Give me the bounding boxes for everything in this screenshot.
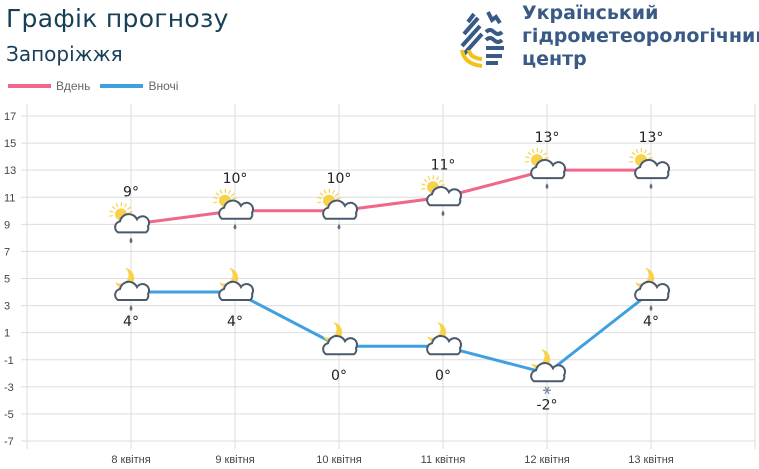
organization-name: Український гідрометеорологічний центр xyxy=(522,2,759,71)
y-tick-label: 9 xyxy=(4,219,10,231)
y-tick-label: 15 xyxy=(4,138,16,150)
temperature-label: 9° xyxy=(123,184,139,200)
org-line-1: Український xyxy=(522,2,659,24)
legend-day-label: Вдень xyxy=(56,79,91,93)
y-tick-label: -5 xyxy=(4,409,14,421)
y-tick-label: -7 xyxy=(4,436,14,448)
temperature-label: 0° xyxy=(331,368,347,384)
temperature-label: 4° xyxy=(227,314,243,330)
y-tick-label: 5 xyxy=(4,274,10,286)
y-tick-label: 13 xyxy=(4,165,16,177)
temperature-label: 10° xyxy=(223,171,248,187)
ukrhydromet-logo-icon xyxy=(460,11,504,68)
legend-day[interactable]: Вдень xyxy=(8,79,90,93)
y-tick-label: -3 xyxy=(4,382,14,394)
city-name: Запоріжжя xyxy=(6,42,123,66)
org-line-2: гідрометеорологічний xyxy=(522,25,759,47)
y-tick-label: 7 xyxy=(4,246,10,258)
series-line-night xyxy=(131,290,652,375)
legend-night-label: Вночі xyxy=(148,79,179,93)
y-tick-label: 17 xyxy=(4,111,16,123)
sun-cloud-rain-icon xyxy=(525,148,567,190)
temperature-label: 0° xyxy=(435,368,451,384)
sun-cloud-rain-icon xyxy=(213,188,255,230)
moon-cloud-rain-icon xyxy=(114,268,151,312)
sun-cloud-rain-icon xyxy=(629,148,671,190)
x-tick-label: 8 квітня xyxy=(111,454,150,466)
sun-cloud-rain-icon xyxy=(317,188,359,230)
chart-title: Графік прогнозу xyxy=(6,4,229,33)
legend-day-swatch xyxy=(8,84,51,88)
moon-cloud-icon xyxy=(426,322,463,356)
moon-cloud-icon xyxy=(218,268,255,302)
x-tick-label: 11 квітня xyxy=(421,454,466,466)
x-tick-label: 10 квітня xyxy=(316,454,362,466)
temperature-label: 13° xyxy=(535,130,560,146)
temperature-label: -2° xyxy=(537,397,558,413)
sun-cloud-rain-icon xyxy=(109,202,151,244)
y-tick-label: 11 xyxy=(4,192,15,204)
moon-cloud-rain-icon xyxy=(634,268,671,312)
sun-cloud-rain-icon xyxy=(421,175,463,217)
temperature-label: 10° xyxy=(327,171,352,187)
temperature-label: 4° xyxy=(123,314,139,330)
y-tick-label: 3 xyxy=(4,301,10,313)
moon-cloud-icon xyxy=(322,322,359,356)
y-tick-label: 1 xyxy=(4,328,10,340)
legend-night[interactable]: Вночі xyxy=(100,79,178,93)
x-tick-label: 12 квітня xyxy=(524,454,570,466)
legend: Вдень Вночі xyxy=(8,79,188,93)
x-tick-label: 9 квітня xyxy=(215,454,254,466)
temperature-label: 11° xyxy=(431,157,456,173)
temperature-label: 13° xyxy=(639,130,664,146)
x-tick-label: 13 квітня xyxy=(628,454,674,466)
moon-cloud-snow-icon xyxy=(530,349,567,395)
org-line-3: центр xyxy=(522,48,587,70)
y-tick-label: -1 xyxy=(4,355,14,367)
temperature-label: 4° xyxy=(643,314,659,330)
legend-night-swatch xyxy=(100,84,144,88)
